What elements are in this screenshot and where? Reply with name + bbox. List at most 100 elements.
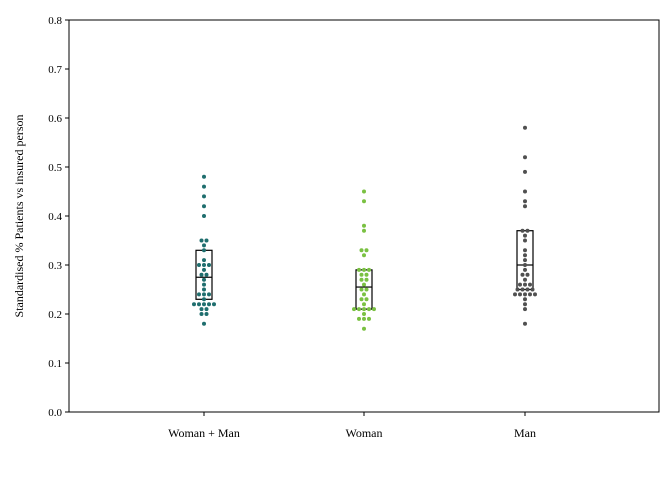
data-point — [523, 233, 527, 238]
y-tick-label: 0.6 — [48, 113, 62, 125]
data-point — [367, 267, 371, 272]
data-point — [362, 312, 366, 316]
y-tick-label: 0.1 — [48, 358, 62, 370]
data-point — [204, 272, 209, 277]
data-point — [523, 277, 527, 282]
data-point — [207, 292, 211, 297]
data-point — [523, 189, 527, 194]
y-axis-title: Standardised % Patients vs insured perso… — [12, 115, 26, 318]
data-point — [362, 223, 366, 228]
data-point — [359, 277, 364, 282]
iqr-box — [516, 230, 534, 291]
data-point — [525, 272, 530, 277]
data-point — [202, 184, 206, 189]
data-point — [359, 272, 364, 277]
data-point — [202, 282, 206, 287]
data-point — [362, 228, 366, 233]
data-point — [204, 238, 209, 243]
data-point — [513, 292, 517, 297]
data-point — [357, 316, 361, 321]
data-point — [367, 316, 371, 321]
data-point — [523, 282, 527, 287]
data-point — [197, 292, 201, 297]
data-point — [352, 307, 356, 312]
data-point — [528, 282, 532, 287]
data-point — [364, 277, 369, 282]
data-point — [202, 248, 206, 253]
data-point — [357, 267, 361, 272]
iqr-box — [195, 249, 213, 300]
data-point — [364, 272, 369, 277]
data-point — [357, 307, 361, 312]
data-point — [525, 287, 530, 292]
data-point — [523, 302, 527, 307]
data-point — [202, 292, 206, 297]
data-point — [362, 267, 366, 272]
data-point — [515, 287, 520, 292]
data-point — [202, 287, 206, 292]
plot-frame — [68, 19, 660, 413]
data-point — [199, 238, 204, 243]
data-point — [523, 258, 527, 263]
data-point — [197, 263, 201, 267]
data-point — [523, 169, 527, 174]
data-point — [202, 204, 206, 209]
data-point — [520, 287, 525, 292]
x-category-label: Man — [514, 426, 536, 440]
data-point — [523, 253, 527, 258]
data-point — [207, 302, 211, 307]
data-point — [364, 297, 369, 302]
data-point — [199, 312, 204, 316]
data-point — [523, 321, 527, 326]
data-point — [202, 263, 206, 267]
data-point — [359, 297, 364, 302]
data-point — [362, 199, 366, 204]
data-point — [362, 326, 366, 331]
x-category-label: Woman + Man — [168, 426, 240, 440]
data-point — [359, 287, 364, 292]
data-point — [523, 199, 527, 204]
data-point — [528, 292, 532, 297]
data-point — [523, 125, 527, 130]
data-point — [523, 292, 527, 297]
data-point — [520, 228, 525, 233]
y-tick-label: 0.5 — [48, 162, 62, 174]
data-point — [202, 174, 206, 179]
data-point — [202, 243, 206, 248]
x-category-label: Woman — [345, 426, 382, 440]
data-point — [202, 258, 206, 263]
data-point — [212, 302, 216, 307]
data-point — [530, 287, 535, 292]
x-axis: Woman + Man Woman Man — [168, 412, 536, 440]
data-point — [518, 292, 522, 297]
y-axis: 0.0 0.1 0.2 0.3 0.4 0.5 0.6 0.7 0.8 — [48, 15, 69, 419]
data-point — [204, 312, 209, 316]
data-point — [523, 248, 527, 253]
y-tick-label: 0.0 — [48, 407, 62, 419]
data-point — [367, 307, 371, 312]
data-point — [364, 287, 369, 292]
data-point — [202, 297, 206, 302]
data-point — [202, 302, 206, 307]
data-point — [362, 282, 366, 287]
data-point — [207, 263, 211, 267]
data-point — [362, 189, 366, 194]
data-point — [533, 292, 537, 297]
data-point — [362, 253, 366, 258]
data-point — [202, 214, 206, 218]
data-point — [362, 302, 366, 307]
y-tick-label: 0.2 — [48, 309, 62, 321]
y-tick-label: 0.4 — [48, 211, 62, 223]
data-point — [202, 194, 206, 199]
data-point — [523, 263, 527, 267]
data-point — [523, 155, 527, 160]
data-point — [518, 282, 522, 287]
data-point — [202, 267, 206, 272]
data-point — [362, 316, 366, 321]
y-tick-label: 0.7 — [48, 64, 62, 76]
data-point — [372, 307, 376, 312]
data-point — [197, 302, 201, 307]
data-point — [525, 228, 530, 233]
data-point — [523, 297, 527, 302]
